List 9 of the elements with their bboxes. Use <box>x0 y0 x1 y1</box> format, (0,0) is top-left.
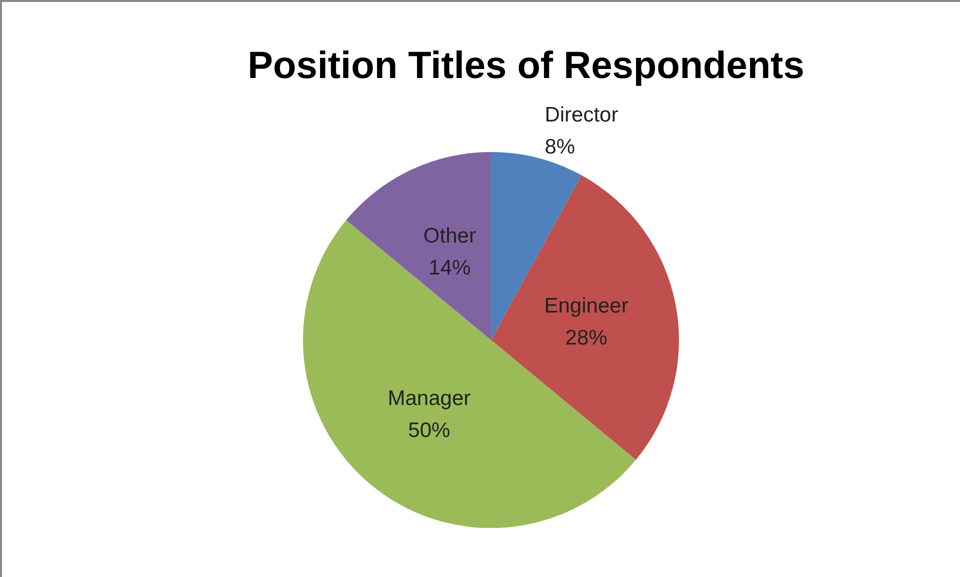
slice-label: Other <box>423 224 476 248</box>
chart-title: Position Titles of Respondents <box>248 45 804 87</box>
slice-label: Engineer <box>544 294 628 318</box>
data-label: 28% <box>565 326 608 350</box>
slice-label: Manager <box>388 387 471 410</box>
data-label: 14% <box>428 256 471 280</box>
data-label: 8% <box>544 135 576 158</box>
data-label: 50% <box>408 419 450 442</box>
slice-label: Director <box>544 103 618 126</box>
